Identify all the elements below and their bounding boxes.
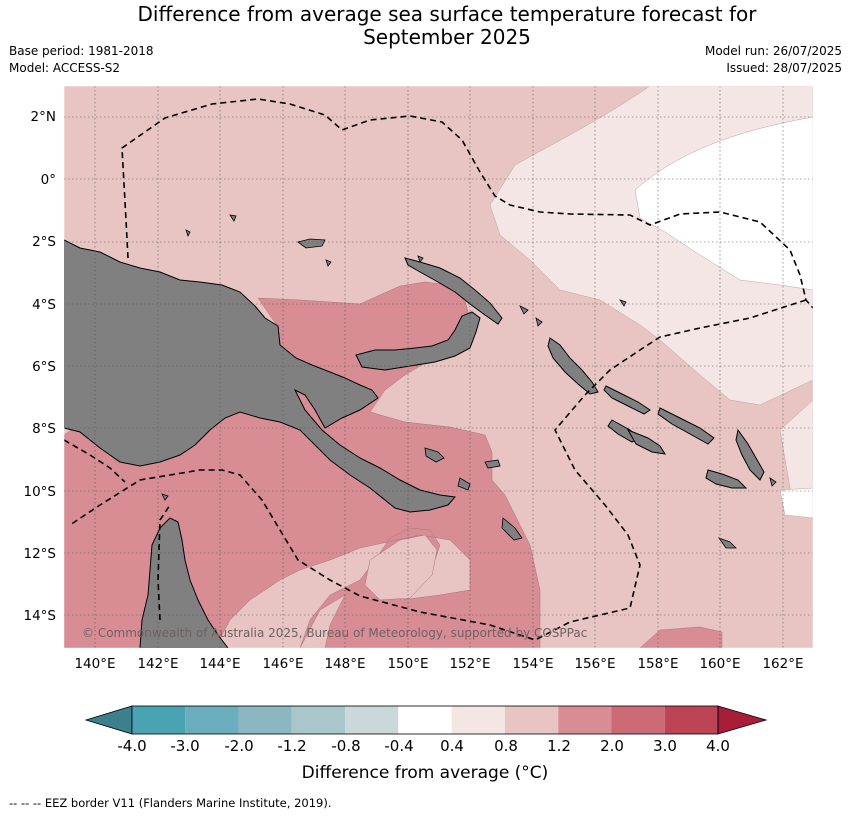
land-guadalcanal	[626, 429, 667, 455]
colorbar-segment	[611, 706, 665, 734]
lon-label: 160°E	[699, 656, 740, 672]
land-malaita	[735, 428, 765, 481]
land-makira	[705, 469, 748, 489]
longitude-labels: 140°E 142°E 144°E 146°E 148°E 150°E 152°…	[74, 656, 803, 672]
colorbar-tick: 3.0	[653, 737, 677, 755]
land-new-ireland	[404, 257, 503, 325]
model-name: Model: ACCESS-S2	[9, 61, 121, 75]
colorbar-tick: -0.4	[384, 737, 413, 755]
lon-label: 158°E	[637, 656, 678, 672]
meta-left: Base period: 1981-2018 Model: ACCESS-S2	[9, 43, 154, 77]
colorbar-segment	[558, 706, 612, 734]
colorbar-tick: -2.0	[224, 737, 253, 755]
colorbar-segment	[451, 706, 505, 734]
map-title: Difference from average sea surface temp…	[0, 3, 850, 49]
colorbar-tick: -0.8	[331, 737, 360, 755]
lat-label: 10°S	[24, 484, 57, 500]
colorbar-tick: 1.2	[547, 737, 571, 755]
colorbar	[84, 705, 768, 735]
lat-label: 0°	[41, 172, 56, 188]
colorbar-title: Difference from average (°C)	[301, 763, 549, 783]
map-frame	[63, 85, 814, 649]
land-santa-isabel	[657, 407, 715, 445]
colorbar-extend-low	[84, 705, 133, 735]
lat-label: 2°S	[32, 234, 56, 250]
lon-label: 162°E	[762, 656, 803, 672]
lat-label: 6°S	[32, 359, 56, 375]
colorbar-tick: -1.2	[277, 737, 306, 755]
lon-label: 144°E	[199, 656, 240, 672]
title-line-2: September 2025	[363, 25, 531, 49]
base-period: Base period: 1981-2018	[9, 44, 154, 58]
colorbar-tick: 2.0	[600, 737, 624, 755]
colorbar-segment	[398, 706, 452, 734]
colorbar-extend-high	[717, 705, 768, 735]
lat-label: 2°N	[31, 109, 56, 125]
lon-label: 142°E	[137, 656, 178, 672]
lat-label: 12°S	[24, 546, 57, 562]
lon-label: 140°E	[74, 656, 115, 672]
colorbar-segment	[664, 706, 718, 734]
colorbar-segment	[345, 706, 399, 734]
land-cape-york	[139, 517, 229, 648]
colorbar-segment	[238, 706, 292, 734]
lat-label: 14°S	[24, 608, 57, 624]
lon-label: 148°E	[324, 656, 365, 672]
lon-label: 154°E	[512, 656, 553, 672]
colorbar-segment	[291, 706, 346, 734]
graticule	[64, 86, 813, 648]
issued-date: Issued: 28/07/2025	[726, 61, 842, 75]
eez-legend-note: -- -- -- EEZ border V11 (Flanders Marine…	[9, 796, 332, 810]
anomaly-band-neutral-east	[779, 487, 813, 519]
meta-right: Model run: 26/07/2025 Issued: 28/07/2025	[705, 43, 842, 77]
latitude-labels: 2°N 0° 2°S 4°S 6°S 8°S 10°S 12°S 14°S	[24, 109, 57, 624]
anomaly-pocket-0.8-1.2-south	[299, 594, 346, 648]
land-choiseul	[603, 385, 651, 415]
colorbar-tick-labels: -4.0 -3.0 -2.0 -1.2 -0.8 -0.4 0.4 0.8 1.…	[117, 737, 730, 755]
land-new-britain	[355, 311, 481, 371]
colorbar-frame	[131, 705, 719, 735]
colorbar-tick: 4.0	[706, 737, 730, 755]
colorbar-segment	[504, 706, 559, 734]
map-area	[64, 86, 813, 648]
lon-label: 156°E	[574, 656, 615, 672]
anomaly-pocket-0.8-1.2	[364, 534, 438, 601]
colorbar-segment	[185, 706, 239, 734]
colorbar-segment	[132, 706, 186, 734]
colorbar-tick: 0.8	[494, 737, 518, 755]
small-islands	[161, 214, 777, 549]
lon-label: 152°E	[449, 656, 490, 672]
anomaly-band-neutral	[634, 116, 813, 291]
lon-label: 146°E	[262, 656, 303, 672]
copyright-note: © Commonwealth of Australia 2025, Bureau…	[82, 626, 587, 640]
colorbar-tick: -3.0	[170, 737, 199, 755]
eez-borders	[64, 98, 813, 641]
lon-label: 150°E	[387, 656, 428, 672]
lat-label: 8°S	[32, 421, 56, 437]
colorbar-tick: 0.4	[440, 737, 464, 755]
colorbar-tick: -4.0	[117, 737, 146, 755]
lat-label: 4°S	[32, 297, 56, 313]
title-line-1: Difference from average sea surface temp…	[137, 2, 757, 26]
anomaly-band-1.2-2.0-south	[639, 626, 723, 648]
model-run: Model run: 26/07/2025	[704, 44, 842, 58]
